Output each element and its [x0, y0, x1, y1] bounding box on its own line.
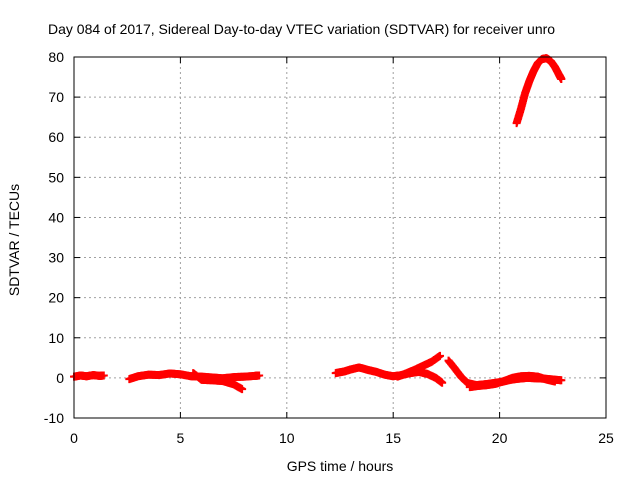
plot-frame [73, 56, 607, 419]
data-point [550, 377, 559, 386]
data-points [70, 54, 566, 394]
data-point [557, 75, 566, 84]
data-point [557, 376, 566, 385]
chart-title: Day 084 of 2017, Sidereal Day-to-day VTE… [48, 21, 555, 37]
data-point [255, 371, 264, 380]
x-tick-label: 5 [177, 430, 185, 446]
y-tick-label: 40 [48, 209, 64, 225]
y-tick-label: 30 [48, 250, 64, 266]
x-axis-label: GPS time / hours [287, 458, 394, 474]
y-tick-label: -10 [44, 410, 64, 426]
data-point [436, 351, 445, 360]
series-seg3b [393, 351, 445, 381]
x-tick-label: 0 [70, 430, 78, 446]
x-tick-label: 20 [492, 430, 508, 446]
y-tick-label: 80 [48, 49, 64, 65]
y-tick-label: 20 [48, 290, 64, 306]
axis-ticks: 0 5 10 15 20 25 -10 0 10 20 30 40 50 60 70 80 [44, 49, 614, 446]
data-point [438, 378, 447, 387]
series-seg5 [512, 54, 566, 128]
y-tick-label: 10 [48, 330, 64, 346]
y-tick-label: 70 [48, 89, 64, 105]
y-tick-label: 0 [56, 370, 64, 386]
data-point [238, 385, 247, 394]
series-seg2b [189, 369, 247, 394]
y-axis-label: SDTVAR / TECUs [6, 184, 22, 296]
grid [74, 57, 606, 418]
series-seg1 [70, 371, 108, 381]
data-point [99, 371, 108, 380]
x-tick-label: 15 [385, 430, 401, 446]
x-tick-label: 10 [279, 430, 295, 446]
y-tick-label: 60 [48, 129, 64, 145]
y-tick-label: 50 [48, 169, 64, 185]
series-seg4b [465, 371, 559, 392]
x-tick-label: 25 [598, 430, 614, 446]
